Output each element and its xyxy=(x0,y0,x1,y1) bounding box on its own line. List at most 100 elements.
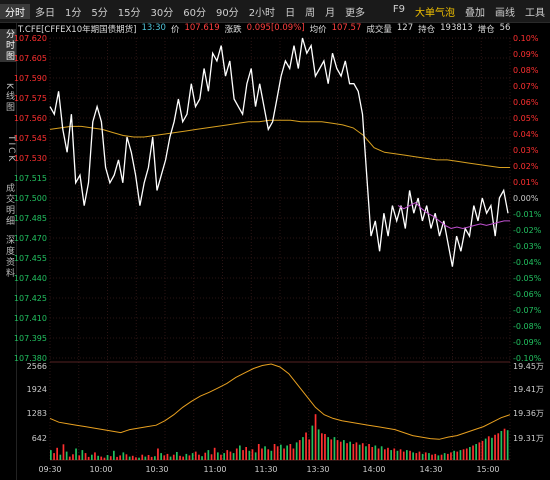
volume-bar xyxy=(317,429,320,460)
toolbar-item-3[interactable]: 5分 xyxy=(91,7,108,19)
volume-bar xyxy=(428,453,430,460)
toolbar-item-6[interactable]: 60分 xyxy=(183,7,206,19)
volume-bar xyxy=(484,438,487,460)
volume-bar xyxy=(305,432,307,460)
volume-bar xyxy=(97,455,99,460)
percent-tick-label: -0.01% xyxy=(513,210,542,219)
toolbar-item-11[interactable]: 月 xyxy=(325,7,336,19)
toolbar-right-item-2[interactable]: 叠加 xyxy=(465,7,485,19)
volume-bar xyxy=(122,452,125,460)
price-value: 107.619 xyxy=(184,23,220,33)
toolbar-item-12[interactable]: 更多 xyxy=(345,7,366,19)
volume-bar xyxy=(141,454,144,460)
volume-bar xyxy=(147,455,150,460)
price-tick-label: 107.425 xyxy=(14,294,47,303)
percent-tick-label: 0.08% xyxy=(513,66,539,75)
volume-bar xyxy=(503,428,506,460)
toolbar-item-8[interactable]: 2小时 xyxy=(248,7,276,19)
sidebar-item-3[interactable]: 成交明细 xyxy=(4,183,14,227)
toolbar-item-9[interactable]: 日 xyxy=(285,7,296,19)
volume-bar xyxy=(380,446,383,460)
time-axis-label: 13:30 xyxy=(306,465,329,474)
volume-bar xyxy=(166,453,169,460)
toolbar-right-item-1[interactable]: 大单气泡 xyxy=(415,7,455,19)
volume-bar xyxy=(229,451,232,460)
volume-bar xyxy=(308,439,311,460)
toolbar-item-7[interactable]: 90分 xyxy=(215,7,239,19)
volume-bar xyxy=(103,457,106,460)
volume-bar xyxy=(182,456,184,460)
volume-bar xyxy=(352,444,355,460)
toolbar-right-item-3[interactable]: 画线 xyxy=(495,7,515,19)
volume-bar xyxy=(169,456,172,460)
volume-bar xyxy=(374,445,377,460)
percent-tick-label: 0.03% xyxy=(513,146,539,155)
percent-tick-label: -0.06% xyxy=(513,290,542,299)
volume-bar xyxy=(220,454,222,460)
percent-tick-label: 0.07% xyxy=(513,82,539,91)
volume-bar xyxy=(333,437,336,460)
price-tick-label: 107.410 xyxy=(14,314,47,323)
volume-bar xyxy=(100,456,103,460)
toolbar: 分时 多日 1分 5分 15分 30分 60分 90分 2小时日周月更多 F9 大单气泡 叠加 画线 工具 xyxy=(0,0,550,23)
time-axis-label: 09:30 xyxy=(38,465,61,474)
open-interest-line xyxy=(49,363,511,440)
percent-tick-label: -0.04% xyxy=(513,258,542,267)
price-tick-label: 107.620 xyxy=(14,34,47,43)
percent-tick-label: -0.10% xyxy=(513,354,542,363)
volume-bar xyxy=(116,456,118,460)
volume-bar xyxy=(84,453,87,460)
volume-bar xyxy=(406,450,408,460)
volume-bar xyxy=(447,453,449,460)
volume-bar xyxy=(109,456,112,460)
sidebar-item-4[interactable]: 深度资料 xyxy=(4,235,14,279)
price-tick-label: 107.560 xyxy=(14,114,47,123)
price-tick-label: 107.515 xyxy=(14,174,47,183)
percent-tick-label: -0.02% xyxy=(513,226,542,235)
toolbar-item-2[interactable]: 1分 xyxy=(65,7,82,19)
toolbar-item-0[interactable]: 分时 xyxy=(0,3,30,19)
price-line xyxy=(49,37,509,267)
volume-bar xyxy=(289,444,292,460)
volume-bar xyxy=(346,443,348,460)
sidebar-item-2[interactable]: TICK xyxy=(6,135,16,164)
toolbar-item-10[interactable]: 周 xyxy=(305,7,316,19)
volume-bar xyxy=(273,444,276,460)
volume-bar xyxy=(321,433,323,460)
volume-bar xyxy=(481,440,484,460)
volume-bar xyxy=(371,447,374,460)
volume-bar xyxy=(91,454,93,460)
volume-bar xyxy=(355,442,358,460)
toolbar-item-5[interactable]: 30分 xyxy=(150,7,174,19)
volume-bar xyxy=(330,439,333,460)
volume-bar xyxy=(418,451,421,460)
volume-bar xyxy=(213,447,216,460)
volume-bar xyxy=(506,430,509,460)
volume-bar xyxy=(478,442,481,460)
toolbar-right-item-4[interactable]: 工具 xyxy=(525,7,545,19)
volume-bar xyxy=(94,452,96,460)
volume-bar xyxy=(81,450,84,460)
volume-bar xyxy=(434,453,437,460)
volume-bar xyxy=(128,456,131,460)
percent-tick-label: -0.09% xyxy=(513,338,542,347)
volume-bar xyxy=(431,454,433,460)
volume-bar xyxy=(251,449,254,460)
volume-bar xyxy=(396,450,399,460)
percent-tick-label: 0.04% xyxy=(513,130,539,139)
price-tick-label: 107.470 xyxy=(14,234,47,243)
change-value: 0.095[0.09%] xyxy=(246,23,305,33)
volume-bar xyxy=(106,455,109,460)
percent-tick-label: 0.06% xyxy=(513,98,539,107)
volume-bar xyxy=(248,450,251,460)
toolbar-item-4[interactable]: 15分 xyxy=(117,7,141,19)
volume-bar xyxy=(491,437,493,460)
volume-bar xyxy=(188,455,191,460)
sidebar-item-0[interactable]: 分时图 xyxy=(0,29,16,62)
toolbar-item-1[interactable]: 多日 xyxy=(35,7,55,19)
toolbar-right-item-0[interactable]: F9 xyxy=(392,3,405,15)
volume-bar xyxy=(65,451,68,460)
sidebar-item-1[interactable]: K线图 xyxy=(4,83,14,113)
volume-bar xyxy=(264,446,266,460)
